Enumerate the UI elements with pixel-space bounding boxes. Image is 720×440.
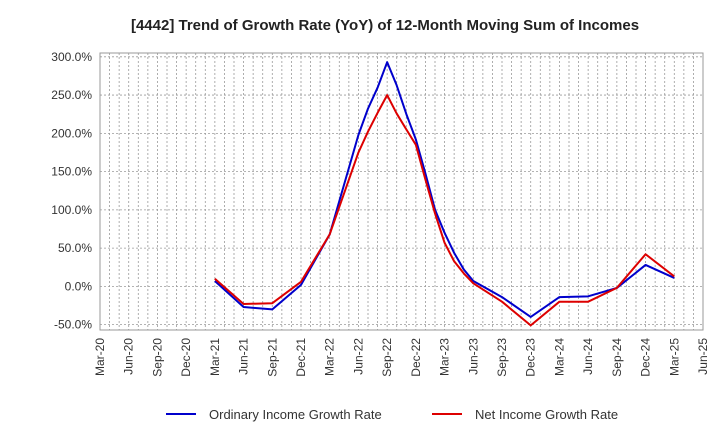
- x-tick-label: Sep-23: [495, 338, 509, 377]
- x-tick-label: Dec-23: [524, 338, 538, 377]
- x-tick-label: Sep-24: [610, 338, 624, 377]
- x-tick-label: Dec-21: [294, 338, 308, 377]
- x-tick-label: Sep-20: [150, 338, 164, 377]
- chart-title: [4442] Trend of Growth Rate (YoY) of 12-…: [131, 17, 639, 34]
- legend: Ordinary Income Growth Rate Net Income G…: [166, 407, 618, 422]
- x-tick-label: Mar-23: [438, 338, 452, 376]
- x-tick-label: Mar-22: [323, 338, 337, 376]
- y-tick-label: 100.0%: [51, 203, 92, 217]
- x-tick-label: Mar-21: [208, 338, 222, 376]
- x-tick-label: Dec-24: [639, 338, 653, 377]
- x-tick-label: Dec-20: [179, 338, 193, 377]
- x-tick-label: Jun-22: [351, 338, 365, 375]
- y-tick-label: 200.0%: [51, 126, 92, 140]
- x-tick-label: Sep-22: [380, 338, 394, 377]
- legend-label-net: Net Income Growth Rate: [475, 407, 618, 422]
- series-line-net-income: [214, 94, 675, 327]
- plot-frame: [99, 52, 704, 331]
- x-tick-label: Dec-22: [409, 338, 423, 377]
- x-tick-label: Jun-24: [581, 338, 595, 375]
- x-tick-label: Mar-25: [667, 338, 681, 376]
- y-tick-label: 150.0%: [51, 165, 92, 179]
- y-tick-label: 50.0%: [58, 241, 92, 255]
- y-axis: -50.0% 0.0% 50.0% 100.0% 150.0% 200.0% 250.0% 3…: [51, 50, 92, 332]
- x-tick-label: Jun-20: [122, 338, 136, 375]
- x-tick-label: Jun-21: [237, 338, 251, 375]
- x-tick-label: Mar-20: [93, 338, 107, 376]
- grid: [100, 53, 703, 330]
- y-tick-label: 300.0%: [51, 50, 92, 64]
- series-lines: [214, 61, 675, 327]
- legend-label-ordinary: Ordinary Income Growth Rate: [209, 407, 382, 422]
- y-tick-label: 0.0%: [65, 279, 93, 293]
- y-tick-label: -50.0%: [54, 318, 92, 332]
- x-tick-label: Jun-23: [466, 338, 480, 375]
- x-tick-label: Mar-24: [552, 338, 566, 376]
- x-axis: Mar-20 Jun-20 Sep-20 Dec-20 Mar-21 Jun-21 Sep-…: [93, 338, 710, 377]
- x-tick-label: Sep-21: [265, 338, 279, 377]
- x-tick-label: Jun-25: [696, 338, 710, 375]
- y-tick-label: 250.0%: [51, 88, 92, 102]
